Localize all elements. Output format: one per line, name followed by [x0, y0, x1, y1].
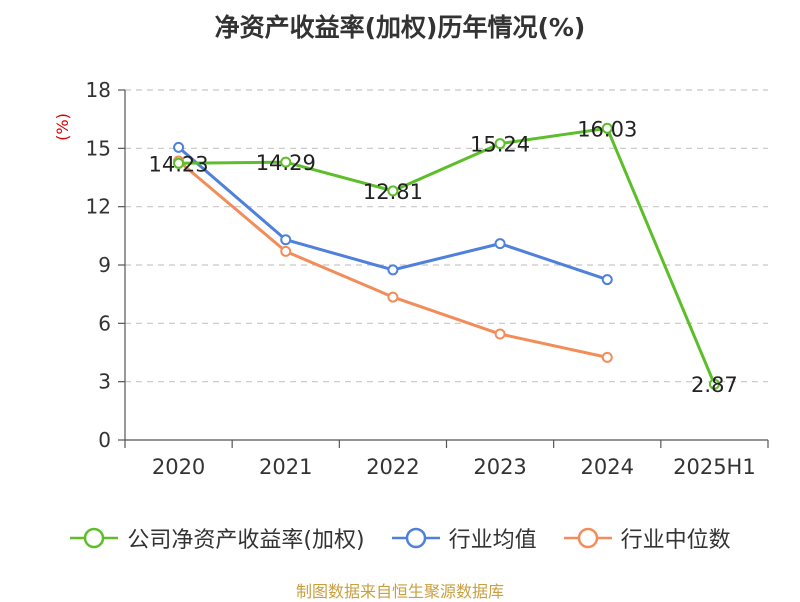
x-tick-label: 2020: [152, 455, 205, 479]
data-point: [280, 245, 292, 257]
data-point: [494, 138, 506, 150]
source-note: 制图数据来自恒生聚源数据库: [295, 582, 504, 601]
series-line: [178, 126, 716, 385]
data-label: 12.81: [363, 180, 423, 204]
x-tick-label: 2024: [581, 455, 634, 479]
y-tick-label: 6: [98, 311, 111, 335]
legend-marker-icon: [563, 527, 612, 549]
legend-marker-icon: [391, 527, 440, 549]
legend-item[interactable]: 行业中位数: [563, 522, 731, 554]
data-point: [173, 141, 185, 153]
data-point: [601, 274, 613, 286]
grid-lines: [125, 89, 768, 383]
legend-item[interactable]: 公司净资产收益率(加权): [69, 522, 365, 554]
legend-label: 行业中位数: [620, 528, 731, 553]
y-tick-label: 3: [98, 370, 111, 394]
data-point: [494, 328, 506, 340]
x-tick-label: 2021: [259, 455, 312, 479]
data-point: [173, 157, 185, 169]
data-point: [601, 351, 613, 363]
data-point: [494, 238, 506, 250]
x-tick-label: 2022: [366, 455, 419, 479]
y-tick-label: 18: [86, 78, 111, 102]
series-lines: [173, 122, 720, 390]
y-tick-label: 9: [98, 253, 111, 277]
data-label: 14.23: [149, 152, 209, 176]
data-label: 14.29: [256, 151, 316, 175]
legend: 公司净资产收益率(加权) 行业均值 行业中位数: [0, 520, 800, 556]
y-axis-label: (%): [53, 113, 72, 141]
y-tick-label: 0: [98, 428, 111, 452]
data-point: [280, 234, 292, 246]
data-labels: 14.23 14.29 12.81 15.24 16.03 2.87: [149, 117, 738, 397]
data-label: 15.24: [470, 133, 530, 157]
y-tick-label: 12: [86, 195, 111, 219]
data-point: [387, 185, 399, 197]
chart-title: 净资产收益率(加权)历年情况(%): [214, 13, 586, 42]
data-label: 2.87: [691, 373, 738, 397]
x-tick-label: 2025H1: [673, 455, 756, 479]
x-tick-label: 2023: [473, 455, 526, 479]
legend-label: 公司净资产收益率(加权): [127, 528, 365, 553]
legend-marker-icon: [70, 527, 119, 549]
axes: 0 3 6 9 12 15 18 (%) 2020 2021 2022 2023 2024 2025H1: [53, 78, 769, 479]
data-point: [708, 378, 720, 390]
data-point: [387, 264, 399, 276]
data-point: [601, 122, 613, 134]
legend-label: 行业均值: [448, 528, 537, 553]
legend-item[interactable]: 行业均值: [391, 522, 537, 554]
y-tick-label: 15: [86, 136, 111, 160]
data-point: [280, 156, 292, 168]
data-point: [387, 291, 399, 303]
data-label: 16.03: [577, 117, 637, 141]
